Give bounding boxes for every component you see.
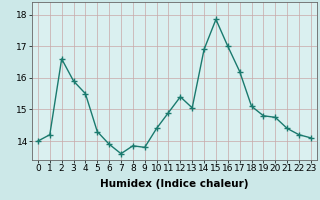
X-axis label: Humidex (Indice chaleur): Humidex (Indice chaleur) — [100, 179, 249, 189]
